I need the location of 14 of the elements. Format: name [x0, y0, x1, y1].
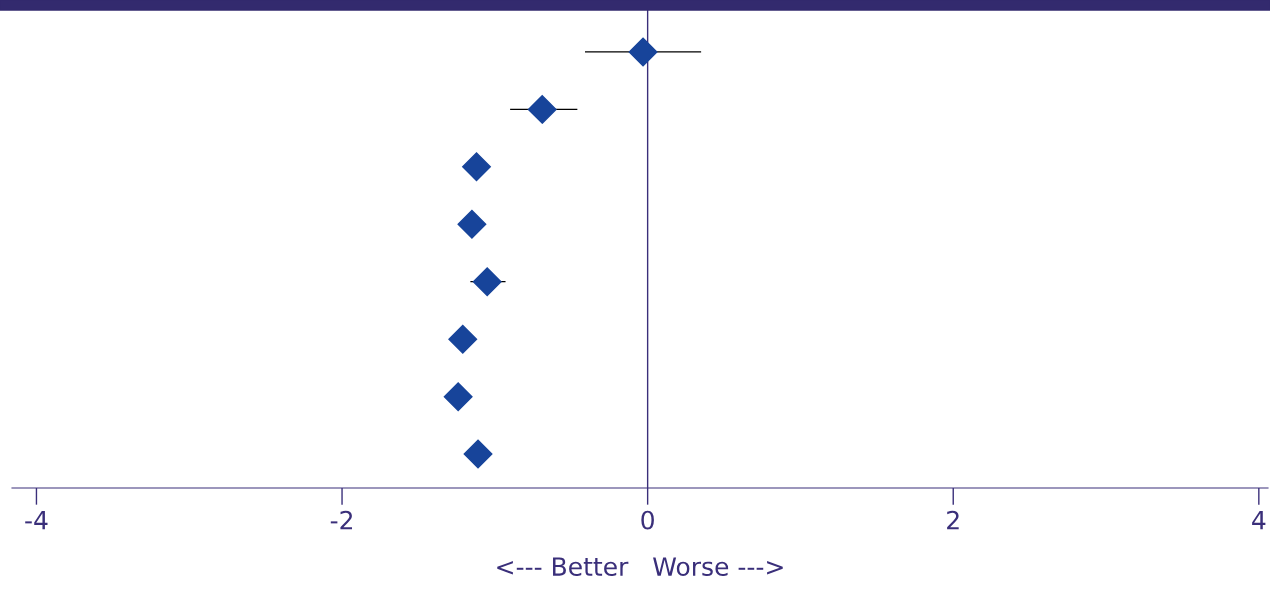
x-tick-label: -2 — [330, 510, 352, 530]
x-axis-title: <--- Better Worse ---> — [497, 557, 783, 576]
x-tick-label: 0 — [641, 510, 654, 530]
x-tick-label: 4 — [1252, 510, 1266, 530]
x-tick-label: -4 — [25, 510, 48, 530]
x-tick-label: 2 — [947, 510, 959, 530]
point — [527, 94, 557, 124]
point — [457, 209, 487, 239]
point — [463, 439, 493, 469]
point — [628, 37, 658, 67]
point — [462, 152, 491, 182]
point — [472, 267, 502, 297]
point — [443, 382, 473, 412]
point — [448, 324, 478, 354]
